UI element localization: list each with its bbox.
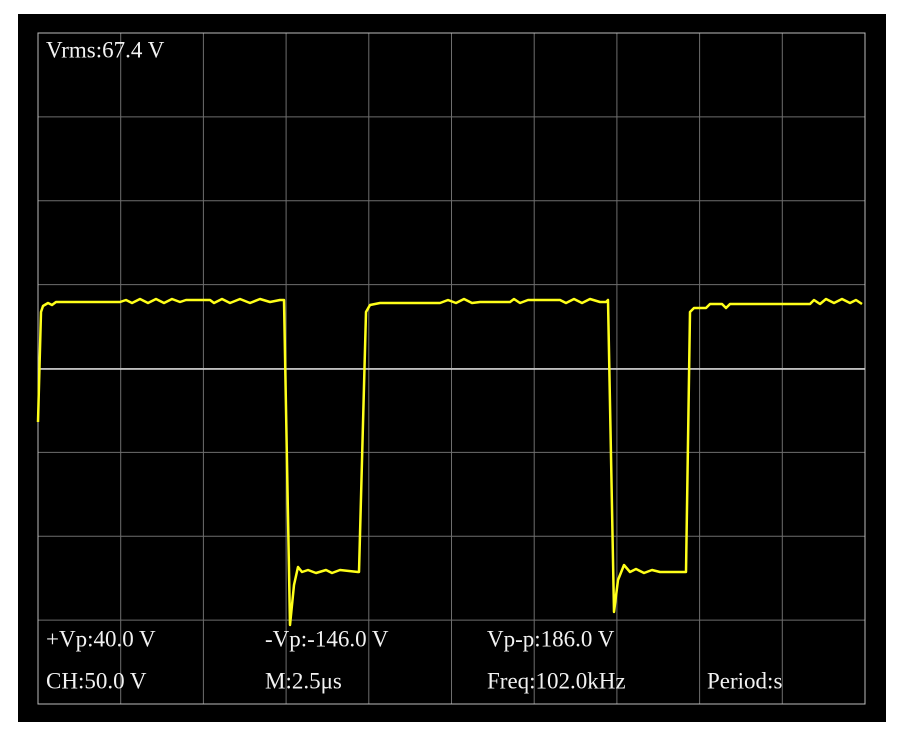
vp-pos-readout: +Vp:40.0 V [46,626,156,651]
period-readout: Period:s [707,668,782,693]
channel-readout: CH:50.0 V [46,668,147,693]
freq-readout: Freq:102.0kHz [487,668,626,693]
vrms-readout: Vrms:67.4 V [46,37,165,62]
vpp-readout: Vp-p:186.0 V [487,626,615,651]
vp-neg-readout: -Vp:-146.0 V [265,626,389,651]
waveform [36,297,863,627]
timebase-readout: M:2.5μs [265,668,342,693]
